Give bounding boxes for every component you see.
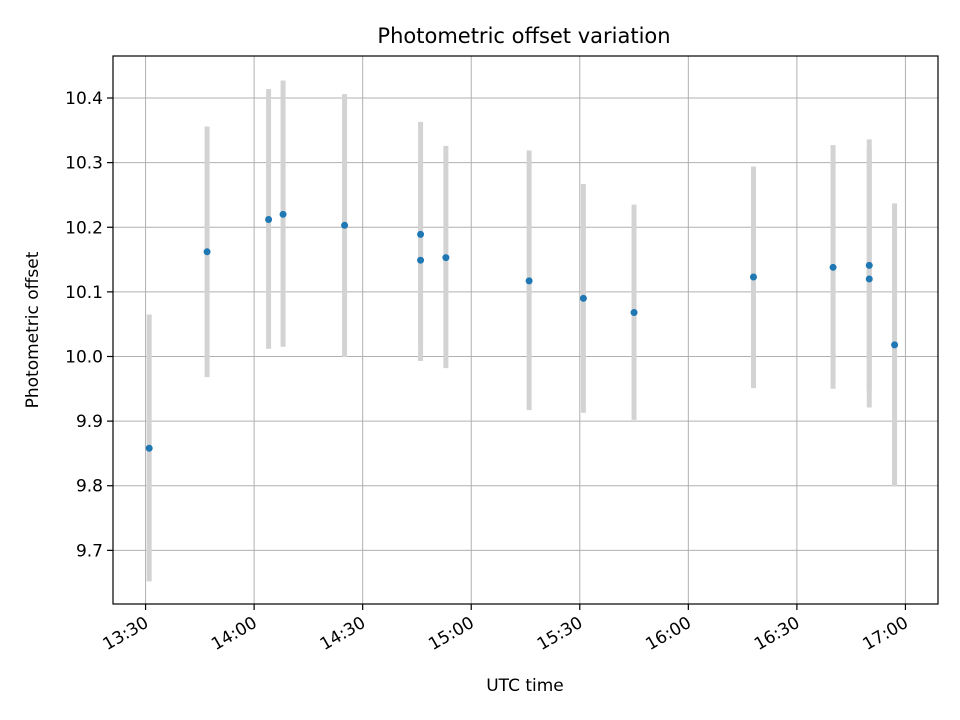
data-point [829, 263, 837, 271]
y-tick-label: 9.9 [76, 412, 103, 432]
x-axis-label: UTC time [486, 676, 564, 696]
data-point [145, 444, 153, 452]
data-point [749, 273, 757, 281]
y-tick-label: 10.3 [65, 154, 103, 174]
y-tick-label: 9.8 [76, 477, 103, 497]
data-point [417, 256, 425, 264]
y-tick-label: 9.7 [76, 541, 103, 561]
data-point [579, 294, 587, 302]
data-points [145, 210, 899, 452]
y-axis-label: Photometric offset [23, 251, 43, 408]
plot-area-frame [112, 55, 939, 605]
data-point [279, 210, 287, 218]
data-point [417, 230, 425, 238]
data-point [630, 309, 638, 317]
data-point [265, 215, 273, 223]
grid [113, 56, 938, 604]
data-point [865, 261, 873, 269]
data-point [341, 221, 349, 229]
chart-title: Photometric offset variation [377, 24, 670, 48]
y-tick-label: 10.1 [65, 283, 103, 303]
data-point [865, 275, 873, 283]
data-point [525, 277, 533, 285]
data-point [891, 341, 899, 349]
y-tick-label: 10.0 [65, 347, 103, 367]
data-point [442, 254, 450, 262]
y-tick-label: 10.2 [65, 218, 103, 238]
data-point [203, 248, 211, 256]
y-axis: 9.7 9.8 9.9 10.0 10.1 10.2 10.3 10.4 [65, 89, 113, 561]
y-tick-label: 10.4 [65, 89, 103, 109]
